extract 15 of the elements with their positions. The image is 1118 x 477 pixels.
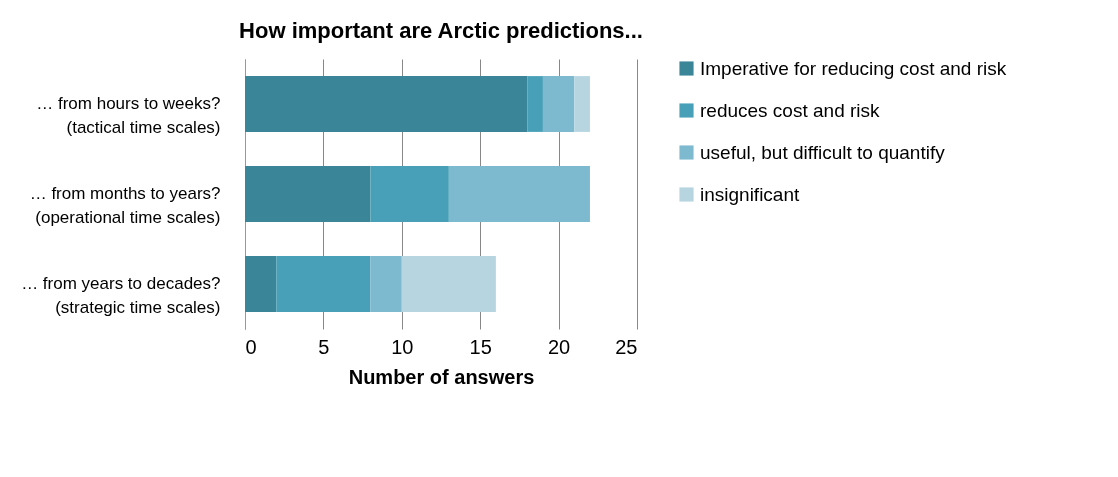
x-tick-label: 25: [615, 335, 638, 358]
legend-label: Imperative for reducing cost and risk: [700, 57, 1007, 79]
x-tick-label: 10: [391, 335, 414, 358]
y-tick-label: … from hours to weeks? (tactical time scales): [36, 94, 221, 137]
x-tick-label: 0: [245, 335, 257, 358]
x-tick-label: 5: [318, 335, 330, 358]
x-axis-title: Number of answers: [348, 365, 535, 388]
legend-label: useful, but difficult to quantify: [700, 141, 946, 163]
x-tick-label: 20: [547, 335, 571, 358]
chart-title: How important are Arctic predictions...: [239, 18, 643, 43]
x-tick-label: 15: [469, 335, 492, 358]
y-tick-label: … from months to years? (operational time scales): [29, 184, 221, 227]
legend-label: reduces cost and risk: [700, 99, 881, 121]
y-tick-label: … from years to decades? (strategic time scales): [21, 274, 221, 317]
legend-label: insignificant: [700, 183, 800, 205]
